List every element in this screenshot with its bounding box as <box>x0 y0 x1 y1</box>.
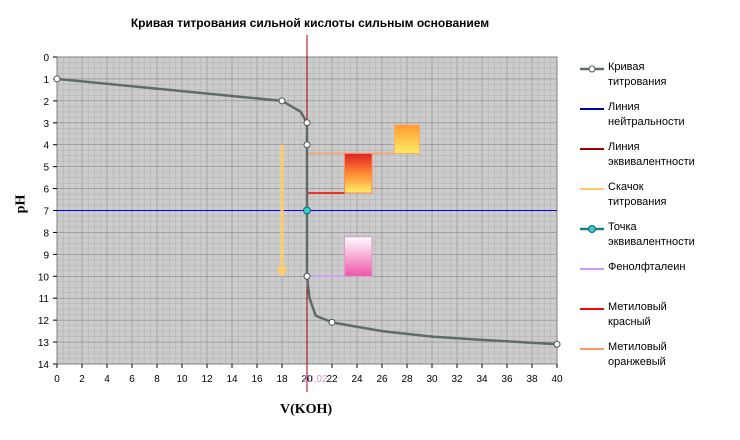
legend-swatch <box>580 65 604 73</box>
y-tick-label: 7 <box>43 207 49 218</box>
titration-jump-arrowhead <box>276 267 288 278</box>
legend-item: Метиловый красный <box>578 300 738 334</box>
x-tick-label: 30 <box>426 374 438 385</box>
curve-marker <box>553 340 561 348</box>
y-tick-label: 9 <box>43 250 49 261</box>
x-tick-label: 24 <box>351 374 363 385</box>
x-tick-label: 28 <box>401 374 413 385</box>
methyl-red-range <box>344 152 373 194</box>
phenolphthalein-range <box>344 236 373 277</box>
y-tick-label: 2 <box>43 97 49 108</box>
legend-swatch <box>580 308 604 310</box>
x-tick-label: 40 <box>551 374 563 385</box>
y-tick-label: 8 <box>43 228 49 239</box>
legend-label: Кривая титрования <box>608 61 667 88</box>
x-tick-label: 0 <box>54 374 60 385</box>
y-tick-label: 11 <box>39 294 50 305</box>
legend-swatch <box>580 348 604 350</box>
curve-marker <box>328 318 336 326</box>
y-tick-label: 6 <box>43 185 49 196</box>
x-tick-label: 8 <box>154 374 160 385</box>
equivalence-volume-label: 20,02 <box>302 374 327 385</box>
legend-item: Линия нейтральности <box>578 100 738 134</box>
legend-item: Точка эквивалентности <box>578 220 738 254</box>
y-axis-label: pH <box>13 194 29 214</box>
x-tick-label: 34 <box>476 374 488 385</box>
x-tick-label: 6 <box>129 374 135 385</box>
legend-swatch <box>580 108 604 110</box>
y-tick-label: 1 <box>43 75 49 86</box>
legend-label: Линия эквивалентности <box>608 141 695 168</box>
curve-marker <box>303 272 311 280</box>
curve-marker <box>278 97 286 105</box>
x-tick-label: 14 <box>226 374 238 385</box>
legend-swatch <box>580 148 604 150</box>
legend-item: Линия эквивалентности <box>578 140 738 174</box>
x-tick-label: 2 <box>79 374 85 385</box>
equivalence-point <box>303 206 311 215</box>
y-tick-label: 10 <box>38 272 50 283</box>
legend-label: Фенолфталеин <box>608 261 686 273</box>
curve-marker <box>303 119 311 127</box>
y-tick-label: 12 <box>38 316 50 327</box>
legend-item: Фенолфталеин <box>578 260 738 294</box>
x-tick-label: 22 <box>326 374 338 385</box>
x-tick-label: 26 <box>376 374 388 385</box>
methyl-orange-range <box>394 124 420 154</box>
x-tick-label: 38 <box>526 374 538 385</box>
legend-item: Кривая титрования <box>578 60 738 94</box>
legend-item: Метиловый оранжевый <box>578 340 738 374</box>
x-axis-label: V(KOH) <box>280 402 333 417</box>
x-tick-label: 16 <box>251 374 263 385</box>
curve-marker <box>303 141 311 149</box>
x-tick-label: 18 <box>276 374 288 385</box>
x-tick-label: 12 <box>201 374 213 385</box>
x-tick-label: 32 <box>451 374 463 385</box>
y-tick-label: 5 <box>43 163 49 174</box>
legend-label: Скачок титрования <box>608 181 667 208</box>
legend-item: Скачок титрования <box>578 180 738 214</box>
y-tick-label: 13 <box>38 338 50 349</box>
titration-curve <box>56 77 558 346</box>
legend-label: Метиловый красный <box>608 301 667 328</box>
legend-label: Линия нейтральности <box>608 101 685 128</box>
y-tick-label: 14 <box>38 360 50 371</box>
legend-swatch <box>580 188 604 190</box>
x-tick-label: 4 <box>104 374 110 385</box>
y-tick-label: 3 <box>43 119 49 130</box>
y-tick-label: 0 <box>43 53 49 64</box>
chart-title: Кривая титрования сильной кислоты сильны… <box>130 16 490 30</box>
legend-label: Точка эквивалентности <box>608 221 695 248</box>
x-tick-label: 36 <box>501 374 513 385</box>
curve-marker <box>53 75 61 83</box>
x-tick-label: 10 <box>176 374 188 385</box>
legend-label: Метиловый оранжевый <box>608 341 667 368</box>
legend-swatch <box>580 268 604 270</box>
legend-swatch <box>580 225 604 233</box>
y-tick-label: 4 <box>43 141 49 152</box>
